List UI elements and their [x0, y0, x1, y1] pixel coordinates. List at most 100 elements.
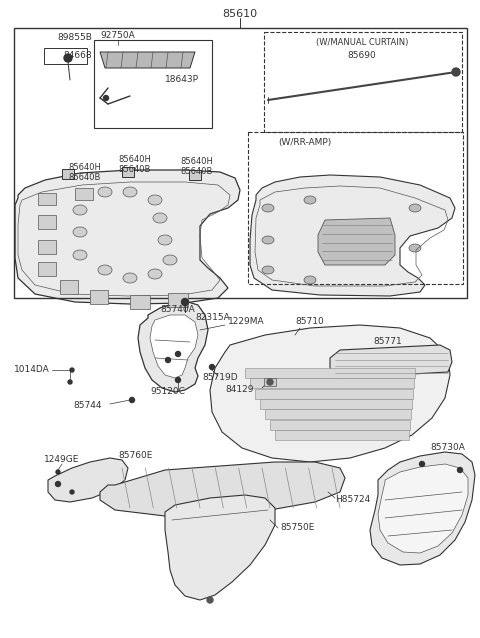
Bar [38, 262, 56, 276]
Text: 85760E: 85760E [118, 452, 152, 461]
Bar [44, 48, 87, 64]
Text: 85719D: 85719D [202, 373, 238, 383]
Polygon shape [370, 452, 475, 565]
Text: (W/RR-AMP): (W/RR-AMP) [278, 138, 332, 147]
Text: 85750E: 85750E [280, 524, 314, 533]
Text: 85640H: 85640H [118, 156, 151, 165]
Circle shape [56, 470, 60, 474]
Polygon shape [48, 458, 128, 502]
Bar [14, 28, 467, 298]
Bar [94, 40, 212, 128]
Bar [248, 132, 463, 284]
Circle shape [452, 68, 460, 76]
Ellipse shape [409, 244, 421, 252]
Ellipse shape [158, 235, 172, 245]
Text: 1249GE: 1249GE [44, 456, 80, 464]
Ellipse shape [98, 265, 112, 275]
Circle shape [64, 54, 72, 62]
Polygon shape [378, 464, 468, 553]
Bar [38, 215, 56, 229]
Polygon shape [330, 345, 452, 378]
Text: 82315A: 82315A [195, 313, 230, 322]
Circle shape [207, 597, 213, 603]
Ellipse shape [163, 255, 177, 265]
Ellipse shape [304, 196, 316, 204]
Text: 85730A: 85730A [431, 443, 466, 452]
Bar [168, 293, 188, 307]
Polygon shape [270, 420, 410, 429]
Text: 89855B: 89855B [58, 34, 93, 43]
Polygon shape [250, 175, 455, 296]
Polygon shape [250, 378, 414, 389]
Bar [62, 169, 74, 179]
Circle shape [267, 379, 273, 385]
Ellipse shape [98, 187, 112, 197]
Polygon shape [150, 315, 198, 378]
Text: 92750A: 92750A [101, 31, 135, 40]
Ellipse shape [148, 269, 162, 279]
Circle shape [56, 482, 60, 487]
Circle shape [104, 96, 108, 101]
Ellipse shape [262, 204, 274, 212]
Bar [264, 32, 462, 132]
Text: H85724: H85724 [335, 496, 370, 505]
Polygon shape [265, 410, 411, 419]
Text: 85710: 85710 [296, 318, 324, 327]
Bar [38, 240, 56, 254]
Ellipse shape [123, 273, 137, 283]
Polygon shape [245, 368, 415, 378]
Text: 95120C: 95120C [151, 387, 185, 396]
Text: 84668: 84668 [64, 50, 92, 59]
Text: 85690: 85690 [348, 50, 376, 59]
Circle shape [457, 468, 463, 473]
Text: 85740A: 85740A [161, 306, 195, 315]
Bar [130, 295, 150, 309]
Circle shape [166, 357, 170, 362]
Bar [90, 290, 108, 304]
Text: 1014DA: 1014DA [14, 366, 50, 375]
Bar [122, 167, 134, 177]
Text: 18643P: 18643P [165, 75, 199, 84]
Ellipse shape [262, 236, 274, 244]
Ellipse shape [409, 204, 421, 212]
Bar [38, 193, 56, 205]
Circle shape [68, 380, 72, 384]
Text: 84129: 84129 [226, 385, 254, 394]
Text: 85610: 85610 [222, 9, 258, 19]
Circle shape [181, 299, 189, 306]
Polygon shape [100, 52, 195, 68]
Circle shape [176, 378, 180, 383]
Ellipse shape [153, 213, 167, 223]
Circle shape [420, 461, 424, 466]
Polygon shape [255, 389, 413, 399]
Ellipse shape [73, 227, 87, 237]
Text: (W/MANUAL CURTAIN): (W/MANUAL CURTAIN) [316, 38, 408, 47]
Ellipse shape [304, 276, 316, 284]
Text: 85640H: 85640H [180, 158, 213, 167]
Text: 85640B: 85640B [68, 172, 100, 181]
Ellipse shape [73, 250, 87, 260]
Circle shape [70, 368, 74, 372]
Ellipse shape [148, 195, 162, 205]
Polygon shape [15, 170, 240, 304]
Polygon shape [318, 218, 395, 265]
Polygon shape [275, 430, 409, 440]
Bar [264, 378, 276, 386]
Text: 85640B: 85640B [180, 168, 212, 177]
Polygon shape [260, 399, 412, 409]
Text: 85744: 85744 [74, 401, 102, 410]
Ellipse shape [262, 266, 274, 274]
Text: 1229MA: 1229MA [228, 318, 264, 327]
Circle shape [209, 364, 215, 369]
Text: 85771: 85771 [373, 338, 402, 346]
Ellipse shape [123, 187, 137, 197]
Polygon shape [138, 302, 208, 392]
Text: 85640B: 85640B [118, 165, 150, 175]
Text: 85640H: 85640H [68, 163, 101, 172]
Bar [75, 188, 93, 200]
Polygon shape [165, 495, 275, 600]
Bar [189, 170, 201, 180]
Circle shape [130, 397, 134, 403]
Circle shape [176, 352, 180, 357]
Bar [60, 280, 78, 294]
